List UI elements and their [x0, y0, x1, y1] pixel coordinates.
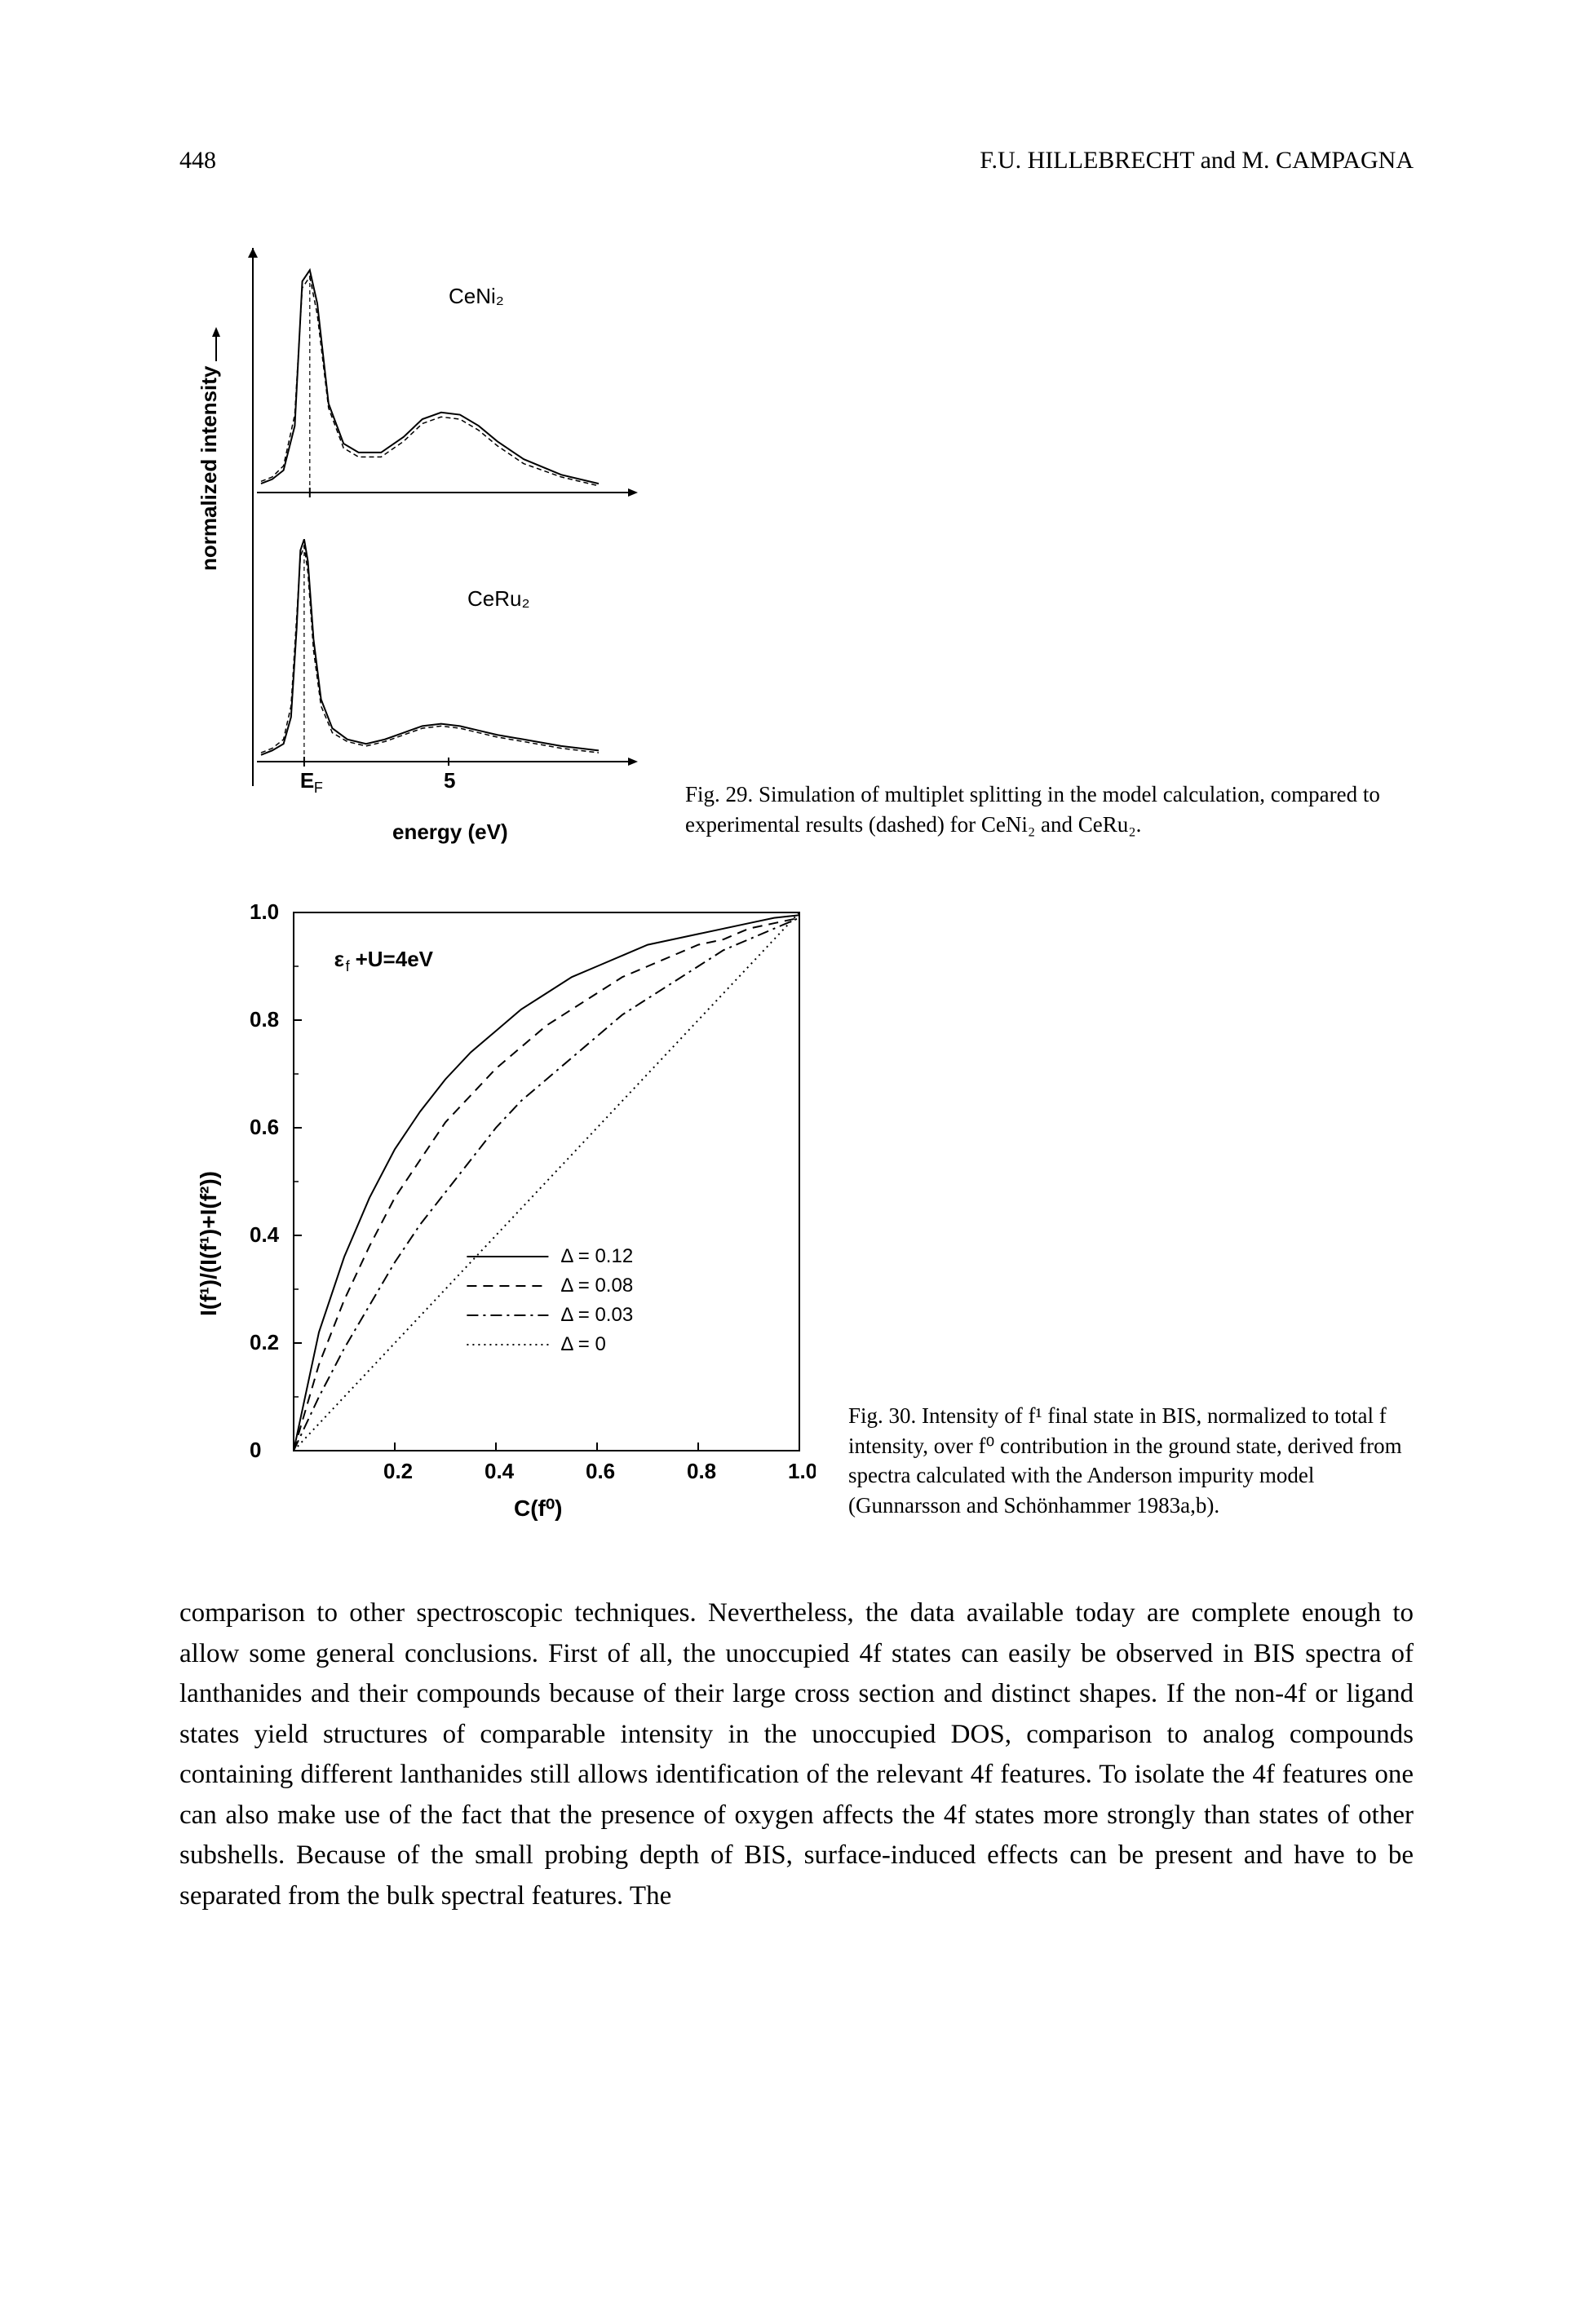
svg-text:0.4: 0.4 [485, 1459, 515, 1483]
svg-text:energy (eV): energy (eV) [392, 820, 508, 844]
svg-text:E: E [300, 768, 314, 793]
svg-text:f: f [346, 958, 351, 974]
svg-text:Δ = 0.08: Δ = 0.08 [560, 1275, 633, 1297]
svg-text:0.6: 0.6 [586, 1459, 615, 1483]
figure-29-chart: normalized intensity CeNi₂ CeRu₂ EF 5 energy … [179, 232, 653, 855]
figure-30-caption-column: Fig. 30. Intensity of f¹ final state in … [848, 1401, 1414, 1536]
running-head: F.U. HILLEBRECHT and M. CAMPAGNA [980, 147, 1414, 175]
svg-text:1.0: 1.0 [250, 899, 279, 924]
svg-text:5: 5 [444, 768, 455, 793]
svg-text:ε: ε [334, 947, 344, 971]
figure-29-caption: Fig. 29. Simulation of multiplet splitti… [685, 780, 1414, 839]
svg-text:0: 0 [250, 1438, 261, 1462]
svg-text:C(f⁰): C(f⁰) [514, 1496, 562, 1521]
figure-30-caption: Fig. 30. Intensity of f¹ final state in … [848, 1401, 1414, 1520]
figure-29-row: normalized intensity CeNi₂ CeRu₂ EF 5 energy … [179, 232, 1414, 855]
figure-30-chart: 0.2 0.4 0.6 0.8 1.0 0 0.2 0.4 0.6 0.8 1.0 εf +U=4eV Δ… [179, 896, 816, 1536]
svg-text:I(f¹)/(I(f¹)+I(f²)): I(f¹)/(I(f¹)+I(f²)) [196, 1171, 221, 1316]
svg-text:CeRu₂: CeRu₂ [467, 586, 530, 611]
svg-text:normalized intensity: normalized intensity [197, 365, 221, 571]
svg-text:+U=4eV: +U=4eV [356, 947, 434, 971]
svg-text:0.8: 0.8 [687, 1459, 716, 1483]
page-header: 448 F.U. HILLEBRECHT and M. CAMPAGNA [179, 147, 1414, 175]
svg-text:1.0: 1.0 [788, 1459, 816, 1483]
svg-text:0.2: 0.2 [383, 1459, 413, 1483]
svg-text:0.6: 0.6 [250, 1115, 279, 1139]
svg-text:Δ = 0.12: Δ = 0.12 [560, 1245, 633, 1267]
svg-text:Δ = 0.03: Δ = 0.03 [560, 1304, 633, 1326]
figure-30-row: 0.2 0.4 0.6 0.8 1.0 0 0.2 0.4 0.6 0.8 1.0 εf +U=4eV Δ… [179, 896, 1414, 1536]
svg-text:CeNi₂: CeNi₂ [449, 284, 504, 308]
svg-text:0.8: 0.8 [250, 1007, 279, 1032]
svg-text:0.4: 0.4 [250, 1222, 280, 1247]
page-number: 448 [179, 147, 216, 175]
svg-text:0.2: 0.2 [250, 1330, 279, 1354]
svg-text:F: F [314, 780, 323, 796]
body-paragraph: comparison to other spectroscopic techni… [179, 1593, 1414, 1916]
figure-29-caption-column: Fig. 29. Simulation of multiplet splitti… [685, 780, 1414, 855]
svg-text:Δ = 0: Δ = 0 [560, 1333, 605, 1355]
